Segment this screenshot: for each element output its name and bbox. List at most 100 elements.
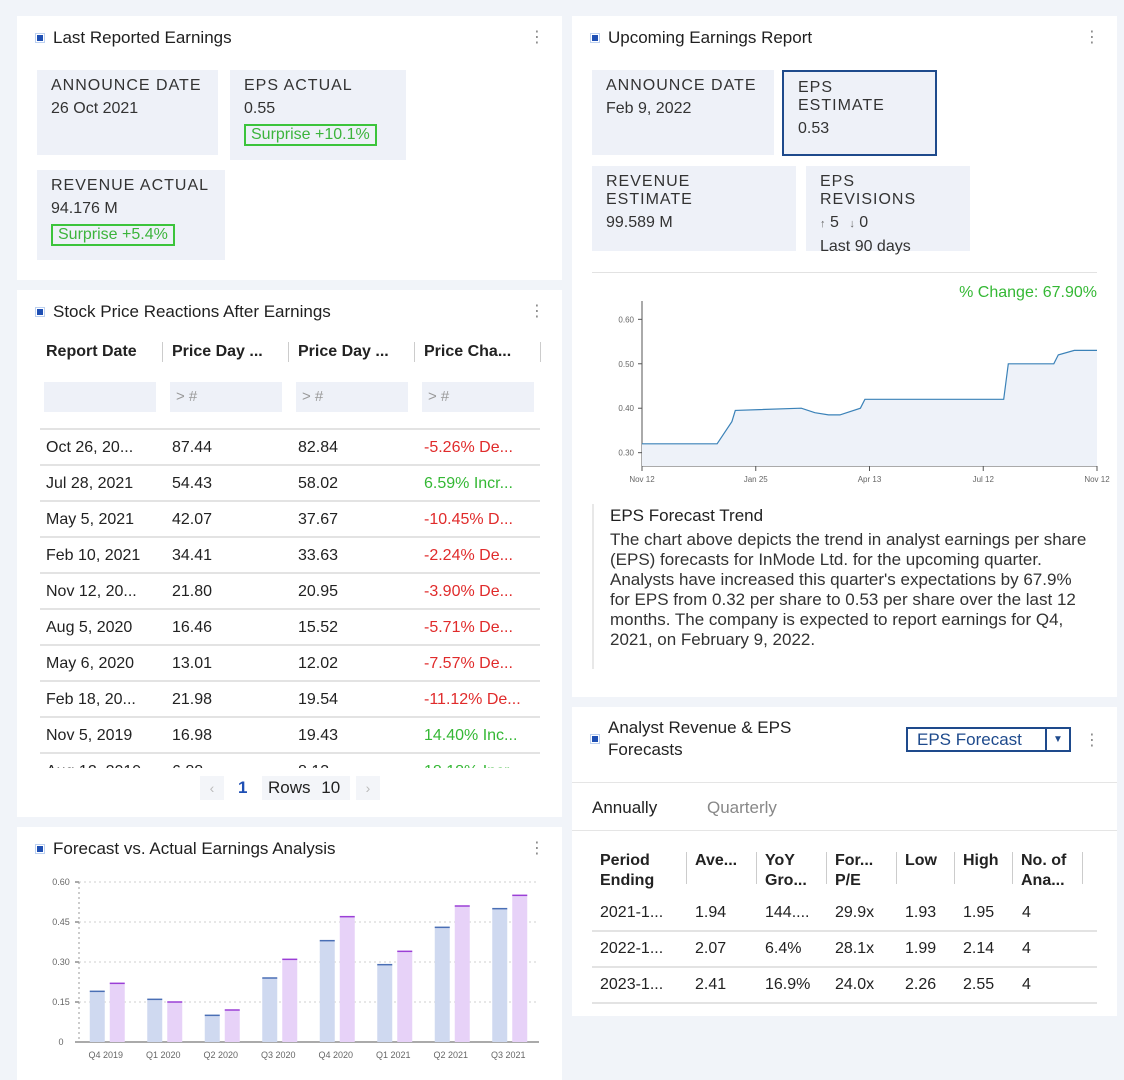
table-row[interactable]: Aug 5, 2020 16.46 15.52 -5.71% De... — [40, 610, 540, 646]
panel-title-text: Analyst Revenue & EPS Forecasts — [608, 718, 792, 759]
col-header-report-date[interactable]: Report Date — [46, 343, 137, 360]
table-row[interactable]: 2023-1... 2.41 16.9% 24.0x 2.26 2.55 4 — [592, 968, 1097, 1004]
more-menu-icon[interactable]: ⋮ — [1084, 732, 1100, 749]
y-tick-label: 0.50 — [618, 360, 634, 369]
trend-description: The chart above depicts the trend in ana… — [610, 530, 1087, 649]
cell-report-date: Feb 18, 20... — [46, 691, 136, 708]
forecast-bar — [492, 908, 508, 1042]
col-header-analysts[interactable]: No. of Ana... — [1021, 852, 1067, 889]
cell-price-day-2: 19.54 — [298, 691, 339, 708]
forecast-bar — [434, 927, 450, 1042]
x-tick-label: Q4 2020 — [318, 1050, 353, 1060]
cell-report-date: May 6, 2020 — [46, 655, 135, 672]
col-header-average[interactable]: Ave... — [695, 852, 738, 869]
more-menu-icon[interactable]: ⋮ — [529, 840, 545, 857]
cell-yoy: 6.4% — [765, 940, 802, 957]
table-row[interactable]: Jul 28, 2021 54.43 58.02 6.59% Incr... — [40, 466, 540, 502]
cell-price-change: -3.90% De... — [424, 583, 513, 600]
table-row[interactable]: Nov 5, 2019 16.98 19.43 14.40% Inc... — [40, 718, 540, 754]
upcoming-announce-value: Feb 9, 2022 — [606, 100, 692, 117]
cell-price-day-1: 21.98 — [172, 691, 213, 708]
arrow-down-icon: ↓ — [849, 218, 855, 230]
col-header-low[interactable]: Low — [905, 852, 937, 869]
col-divider — [414, 342, 415, 362]
analyst-title: Analyst Revenue & EPS Forecasts — [590, 717, 828, 761]
col-header-yoy[interactable]: YoY Gro... — [765, 852, 807, 889]
cell-price-day-2: 12.02 — [298, 655, 339, 672]
filter-price-day-1[interactable]: > # — [170, 382, 282, 412]
actual-bar — [167, 1002, 183, 1042]
eps-trend-area — [642, 350, 1097, 466]
table-row[interactable]: May 5, 2021 42.07 37.67 -10.45% D... — [40, 502, 540, 538]
table-row[interactable]: 2021-1... 1.94 144.... 29.9x 1.93 1.95 4 — [592, 896, 1097, 932]
forecast-bar — [89, 991, 105, 1042]
dropdown-caret-icon: ▼ — [1045, 729, 1069, 750]
revenue-actual-label: REVENUE ACTUAL — [51, 177, 210, 194]
table-row[interactable]: Nov 12, 20... 21.80 20.95 -3.90% De... — [40, 574, 540, 610]
analyst-header-divider — [572, 782, 1117, 783]
reactions-panel: Stock Price Reactions After Earnings ⋮ — [17, 290, 562, 817]
eps-revisions-card: EPS REVISIONS ↑ 5 ↓ 0 Last 90 days — [806, 166, 970, 255]
y-tick-label: 0.40 — [618, 404, 634, 413]
col-header-price-day-1[interactable]: Price Day ... — [172, 343, 263, 360]
actual-bar — [282, 959, 298, 1042]
col-header-pe[interactable]: For... P/E — [835, 852, 874, 889]
forecast-type-dropdown[interactable]: EPS Forecast ▼ — [906, 727, 1071, 752]
filter-price-day-2[interactable]: > # — [296, 382, 408, 412]
rows-selector[interactable]: Rows 10 — [262, 776, 350, 800]
more-menu-icon[interactable]: ⋮ — [1084, 29, 1100, 46]
header-divider — [40, 428, 540, 430]
cell-pe: 29.9x — [835, 904, 875, 921]
x-tick-label: Q4 2019 — [88, 1050, 123, 1060]
actual-bar — [397, 951, 413, 1042]
cell-price-change: -11.12% De... — [424, 691, 521, 708]
more-menu-icon[interactable]: ⋮ — [529, 303, 545, 320]
cell-high: 1.95 — [963, 904, 995, 921]
more-menu-icon[interactable]: ⋮ — [529, 29, 545, 46]
panel-marker-icon — [35, 33, 45, 43]
col-header-period[interactable]: Period Ending — [600, 852, 655, 889]
table-row[interactable]: Feb 18, 20... 21.98 19.54 -11.12% De... — [40, 682, 540, 718]
eps-trend-chart: 0.30 0.40 0.50 0.60 Nov 12 Jan 25 Apr 13 Jul 12… — [618, 301, 1110, 484]
revenue-estimate-card: REVENUE ESTIMATE 99.589 M — [592, 166, 796, 251]
cell-price-change: -2.24% De... — [424, 547, 513, 564]
rows-label: Rows — [268, 778, 311, 797]
col-divider — [954, 852, 955, 884]
cell-period: 2022-1... — [600, 940, 664, 957]
tab-quarterly[interactable]: Quarterly — [707, 798, 777, 817]
prev-page-button[interactable]: ‹ — [200, 776, 224, 800]
col-header-high[interactable]: High — [963, 852, 999, 869]
announce-value: 26 Oct 2021 — [51, 100, 139, 117]
actual-bar — [339, 916, 355, 1042]
forecast-bar — [377, 964, 393, 1042]
tab-annually[interactable]: Annually — [592, 798, 658, 817]
actual-bar — [224, 1010, 240, 1042]
table-row[interactable]: May 6, 2020 13.01 12.02 -7.57% De... — [40, 646, 540, 682]
cell-price-change: 6.59% Incr... — [424, 475, 513, 492]
x-tick-label: Q2 2020 — [203, 1050, 238, 1060]
filter-price-change[interactable]: > # — [422, 382, 534, 412]
table-row[interactable]: Feb 10, 2021 34.41 33.63 -2.24% De... — [40, 538, 540, 574]
eps-revisions-label: EPS REVISIONS — [820, 173, 917, 208]
y-tick-label: 0.60 — [52, 877, 70, 887]
cell-low: 1.99 — [905, 940, 937, 957]
col-header-price-day-2[interactable]: Price Day ... — [298, 343, 389, 360]
table-row[interactable]: Oct 26, 20... 87.44 82.84 -5.26% De... — [40, 430, 540, 466]
current-page[interactable]: 1 — [238, 778, 248, 797]
col-header-price-change[interactable]: Price Cha... — [424, 343, 512, 360]
table-row[interactable]: 2022-1... 2.07 6.4% 28.1x 1.99 2.14 4 — [592, 932, 1097, 968]
y-tick-label: 0.60 — [618, 315, 634, 324]
rows-value: 10 — [321, 778, 341, 797]
eps-estimate-card[interactable]: EPS ESTIMATE 0.53 — [782, 70, 937, 156]
last-earnings-panel: Last Reported Earnings ⋮ ANNOUNCE DATE 2… — [17, 16, 562, 280]
next-page-button[interactable]: › — [356, 776, 380, 800]
filter-report-date[interactable] — [44, 382, 156, 412]
cell-high: 2.14 — [963, 940, 995, 957]
cell-high: 2.55 — [963, 976, 995, 993]
col-divider — [686, 852, 687, 884]
revisions-period: Last 90 days — [820, 238, 911, 255]
y-tick-label: 0.45 — [52, 917, 70, 927]
eps-trend-line — [642, 349, 1097, 445]
cell-report-date: Feb 10, 2021 — [46, 547, 141, 564]
revenue-surprise-badge: Surprise +5.4% — [51, 224, 175, 246]
